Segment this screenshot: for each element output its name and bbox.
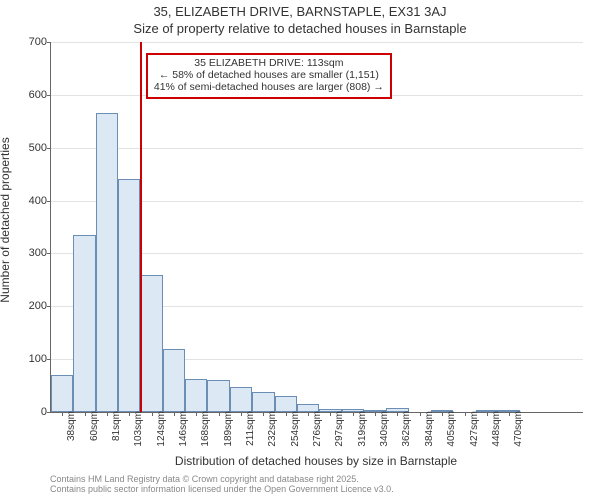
xtick-mark: [397, 412, 398, 416]
x-tick-label: 254sqm: [290, 411, 301, 447]
xtick-mark: [353, 412, 354, 416]
x-tick-label: 405sqm: [446, 411, 457, 447]
y-tick-label: 300: [17, 247, 47, 259]
credits-text: Contains HM Land Registry data © Crown c…: [50, 474, 394, 495]
x-tick-label: 340sqm: [379, 411, 390, 447]
histogram-bar: [230, 387, 252, 412]
histogram-bar: [252, 392, 274, 412]
histogram-bar: [118, 179, 140, 412]
x-tick-label: 211sqm: [245, 411, 256, 446]
gridline-h: [51, 148, 583, 149]
ytick-mark: [47, 412, 51, 413]
x-tick-label: 168sqm: [200, 411, 211, 447]
gridline-h: [51, 42, 583, 43]
xtick-mark: [263, 412, 264, 416]
xtick-mark: [174, 412, 175, 416]
xtick-mark: [129, 412, 130, 416]
xtick-mark: [442, 412, 443, 416]
ytick-mark: [47, 253, 51, 254]
x-tick-label: 146sqm: [178, 411, 189, 447]
xtick-mark: [85, 412, 86, 416]
xtick-mark: [465, 412, 466, 416]
x-tick-label: 124sqm: [156, 411, 167, 447]
xtick-mark: [375, 412, 376, 416]
x-tick-label: 319sqm: [357, 411, 368, 447]
histogram-bar: [163, 349, 185, 412]
annotation-box: 35 ELIZABETH DRIVE: 113sqm← 58% of detac…: [146, 53, 392, 99]
y-tick-label: 700: [17, 36, 47, 48]
histogram-bar: [51, 375, 73, 412]
xtick-mark: [152, 412, 153, 416]
chart-plot-area: 010020030040050060070038sqm60sqm81sqm103…: [50, 42, 583, 413]
xtick-mark: [487, 412, 488, 416]
x-tick-label: 189sqm: [223, 411, 234, 447]
x-tick-label: 427sqm: [469, 411, 480, 447]
xtick-mark: [196, 412, 197, 416]
xtick-mark: [286, 412, 287, 416]
x-tick-label: 448sqm: [491, 411, 502, 447]
histogram-bar: [96, 113, 118, 412]
annotation-line3: 41% of semi-detached houses are larger (…: [154, 81, 384, 93]
xtick-mark: [509, 412, 510, 416]
ytick-mark: [47, 148, 51, 149]
y-tick-label: 500: [17, 142, 47, 154]
x-tick-label: 103sqm: [133, 411, 144, 447]
y-tick-label: 200: [17, 300, 47, 312]
x-tick-label: 276sqm: [312, 411, 323, 447]
x-tick-label: 384sqm: [424, 411, 435, 447]
histogram-bar: [73, 235, 95, 412]
ytick-mark: [47, 201, 51, 202]
xtick-mark: [308, 412, 309, 416]
y-tick-label: 600: [17, 89, 47, 101]
histogram-bar: [185, 379, 207, 412]
y-tick-label: 400: [17, 195, 47, 207]
xtick-mark: [62, 412, 63, 416]
x-tick-label: 362sqm: [401, 411, 412, 447]
histogram-bar: [275, 396, 297, 412]
xtick-mark: [107, 412, 108, 416]
xtick-mark: [241, 412, 242, 416]
chart-title-line2: Size of property relative to detached ho…: [0, 21, 600, 36]
credits-line2: Contains public sector information licen…: [50, 484, 394, 494]
xtick-mark: [330, 412, 331, 416]
ytick-mark: [47, 306, 51, 307]
x-tick-label: 81sqm: [111, 411, 122, 441]
annotation-line2: ← 58% of detached houses are smaller (1,…: [154, 69, 384, 81]
y-tick-label: 0: [17, 406, 47, 418]
xtick-mark: [219, 412, 220, 416]
ytick-mark: [47, 359, 51, 360]
annotation-line1: 35 ELIZABETH DRIVE: 113sqm: [154, 57, 384, 69]
y-tick-label: 100: [17, 353, 47, 365]
ytick-mark: [47, 42, 51, 43]
histogram-bar: [140, 275, 162, 412]
credits-line1: Contains HM Land Registry data © Crown c…: [50, 474, 394, 484]
chart-title-line1: 35, ELIZABETH DRIVE, BARNSTAPLE, EX31 3A…: [0, 4, 600, 19]
ytick-mark: [47, 95, 51, 96]
reference-vline: [140, 42, 142, 412]
x-tick-label: 232sqm: [267, 411, 278, 447]
x-tick-label: 470sqm: [513, 411, 524, 447]
xtick-mark: [420, 412, 421, 416]
x-axis-label: Distribution of detached houses by size …: [50, 454, 582, 468]
x-tick-label: 297sqm: [334, 411, 345, 447]
y-axis-label: Number of detached properties: [0, 137, 12, 302]
x-tick-label: 38sqm: [66, 411, 77, 441]
x-tick-label: 60sqm: [89, 411, 100, 441]
histogram-bar: [207, 380, 229, 412]
